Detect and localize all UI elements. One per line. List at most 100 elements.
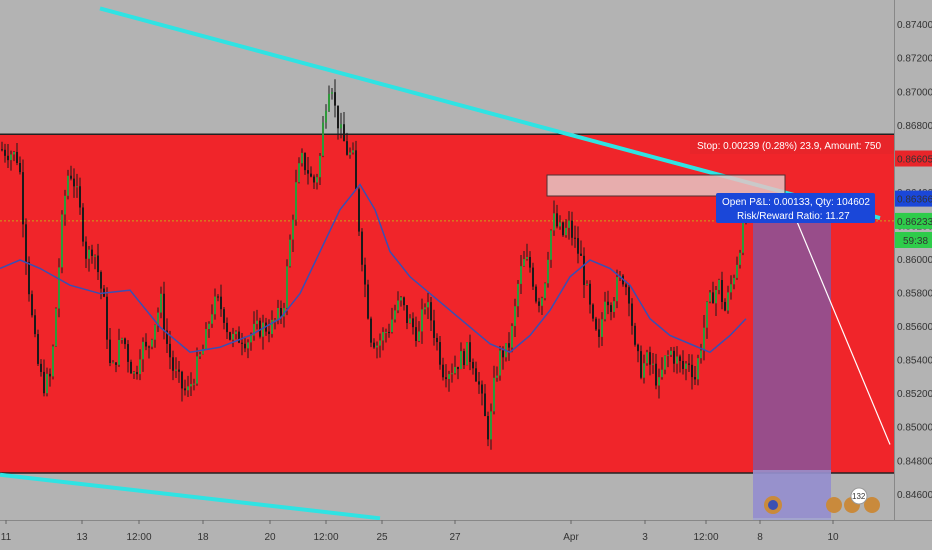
- candle-body: [55, 308, 57, 347]
- candle-body: [280, 308, 282, 317]
- candle-body: [508, 343, 510, 348]
- candle-body: [169, 343, 171, 358]
- y-axis-ticks: 0.874000.872000.870000.868000.866000.864…: [897, 20, 932, 501]
- candle-body: [151, 339, 153, 347]
- candle-body: [223, 309, 225, 323]
- y-tick-label: 0.84600: [897, 490, 932, 501]
- candles: [1, 79, 747, 450]
- candle-body: [322, 122, 324, 156]
- candle-body: [163, 293, 165, 331]
- candle-body: [649, 352, 651, 365]
- x-tick-label: 8: [757, 532, 763, 543]
- candle-body: [691, 364, 693, 378]
- candle-body: [349, 152, 351, 155]
- candle-body: [160, 293, 162, 313]
- candle-body: [253, 323, 255, 336]
- candle-body: [130, 361, 132, 374]
- event-markers[interactable]: 132: [764, 487, 880, 514]
- x-tick-label: 25: [376, 532, 388, 543]
- candle-body: [220, 296, 222, 310]
- candle-body: [709, 292, 711, 302]
- candle-body: [37, 334, 39, 364]
- candle-body: [529, 257, 531, 268]
- candle-body: [400, 297, 402, 301]
- candle-body: [46, 373, 48, 394]
- stop-label-box: [690, 136, 895, 154]
- candle-body: [460, 351, 462, 370]
- candle-body: [367, 284, 369, 319]
- candle-body: [118, 340, 120, 365]
- x-tick-label: 3: [642, 532, 648, 543]
- candle-body: [451, 373, 453, 375]
- candle-body: [244, 343, 246, 349]
- candle-body: [661, 369, 663, 378]
- candle-body: [556, 213, 558, 227]
- candle-body: [727, 292, 729, 311]
- candle-body: [535, 286, 537, 302]
- candle-body: [466, 342, 468, 366]
- candle-body: [340, 124, 342, 129]
- candle-body: [457, 366, 459, 370]
- x-tick-label: 20: [264, 532, 276, 543]
- candle-body: [490, 411, 492, 440]
- marker-count-label: 132: [852, 492, 866, 501]
- candle-body: [211, 314, 213, 324]
- trendline[interactable]: [0, 472, 381, 521]
- event-marker-core-icon: [768, 500, 778, 510]
- candle-body: [25, 224, 27, 263]
- candle-body: [412, 318, 414, 328]
- y-tick-label: 0.84800: [897, 456, 932, 467]
- candle-body: [484, 393, 486, 417]
- x-tick-label: 11: [1, 532, 12, 543]
- candle-body: [16, 151, 18, 164]
- candle-body: [274, 319, 276, 321]
- candle-body: [124, 338, 126, 345]
- y-tick-label: 0.85200: [897, 389, 932, 400]
- candle-body: [559, 222, 561, 227]
- candle-body: [445, 377, 447, 380]
- candle-body: [325, 110, 327, 123]
- x-tick-label: 12:00: [313, 532, 338, 543]
- candle-body: [541, 298, 543, 306]
- candle-body: [79, 186, 81, 208]
- candle-body: [682, 360, 684, 369]
- candle-body: [166, 330, 168, 344]
- candle-body: [610, 305, 612, 312]
- candle-body: [112, 362, 114, 364]
- candle-body: [406, 305, 408, 324]
- candle-body: [742, 217, 744, 253]
- candle-body: [73, 178, 75, 187]
- candle-body: [655, 363, 657, 386]
- x-tick-label: Apr: [563, 532, 579, 543]
- candle-body: [40, 363, 42, 372]
- candle-body: [97, 255, 99, 273]
- candle-body: [283, 308, 285, 317]
- flag-uk-icon[interactable]: [826, 497, 842, 513]
- candle-body: [385, 331, 387, 333]
- candle-body: [268, 331, 270, 334]
- position-entry-box[interactable]: [546, 174, 786, 197]
- candle-body: [70, 175, 72, 179]
- x-tick-label: 18: [197, 532, 209, 543]
- candle-body: [304, 152, 306, 171]
- candle-body: [28, 262, 30, 295]
- candle-body: [229, 332, 231, 340]
- candle-body: [562, 222, 564, 236]
- candle-body: [511, 326, 513, 348]
- candle-body: [310, 173, 312, 177]
- candle-body: [382, 332, 384, 341]
- candle-body: [418, 331, 420, 342]
- y-tick-label: 0.85000: [897, 423, 932, 434]
- candle-body: [721, 280, 723, 302]
- candle-body: [358, 189, 360, 232]
- candle-body: [601, 319, 603, 337]
- trendline[interactable]: [784, 192, 891, 445]
- flag-uk-icon[interactable]: [864, 497, 880, 513]
- price-badges: 0.86605 0.86366 0.86233: [895, 150, 932, 229]
- price-badge-label: 0.86233: [897, 217, 932, 228]
- candle-body: [634, 325, 636, 345]
- y-tick-label: 0.87400: [897, 20, 932, 31]
- candle-body: [193, 383, 195, 385]
